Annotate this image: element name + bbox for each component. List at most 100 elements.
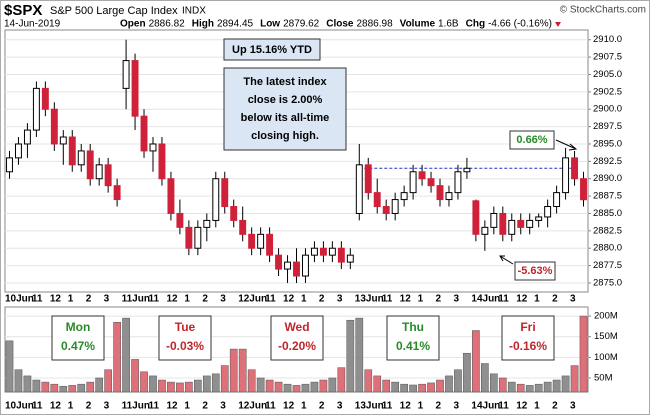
candle-body xyxy=(113,185,121,201)
y2-tick-label: 200M xyxy=(594,311,618,322)
candle-body xyxy=(472,200,480,235)
candle-body xyxy=(284,261,291,270)
day-label: Mon xyxy=(66,320,91,334)
x-tick-label: 3 xyxy=(220,294,226,305)
quote-value: 2894.45 xyxy=(217,19,254,30)
volume-bar xyxy=(552,379,561,393)
candle-body xyxy=(562,157,570,194)
volume-bar xyxy=(140,371,148,393)
volume-bar xyxy=(409,384,417,393)
x-tick-label: 2 xyxy=(552,401,558,412)
volume-bar xyxy=(489,373,498,393)
x-tick-label: 11 xyxy=(32,401,43,412)
volume-bar xyxy=(113,322,121,393)
volume-bar xyxy=(185,381,193,393)
x-tick-label: 12 xyxy=(516,401,528,412)
x-tick-label: 1 xyxy=(418,294,424,305)
y2-tick-label: 50M xyxy=(594,372,613,383)
annotation-box xyxy=(501,315,555,361)
volume-bar xyxy=(176,382,184,393)
candle-body xyxy=(463,167,471,173)
x-tick-label: 3 xyxy=(570,401,576,412)
x-tick-label: 14Jun xyxy=(471,294,500,305)
y-tick-label: 2895.0 xyxy=(593,138,622,149)
quote-label: Low xyxy=(260,19,280,30)
volume-bar xyxy=(391,381,399,393)
candle-body xyxy=(194,226,202,249)
x-tick-label: 13Jun xyxy=(355,401,384,412)
volume-bar xyxy=(346,319,355,393)
x-tick-label: 1 xyxy=(534,294,540,305)
candle-body xyxy=(418,171,426,180)
x-tick-label: 11Jun xyxy=(122,294,150,305)
candle-body xyxy=(95,164,103,180)
volume-bar xyxy=(229,348,238,393)
quote-label: Chg xyxy=(466,19,485,30)
volume-bar xyxy=(86,381,95,393)
y-tick-label: 2897.5 xyxy=(593,121,622,132)
x-tick-label: 3 xyxy=(453,294,459,305)
day-label: Fri xyxy=(520,320,535,334)
annotation-box xyxy=(223,67,347,151)
volume-bar xyxy=(202,375,211,393)
annotation-box xyxy=(158,315,212,361)
volume-bar xyxy=(319,379,328,393)
volume-bar xyxy=(472,330,480,393)
quote-label: Open xyxy=(120,19,146,30)
volume-bar xyxy=(211,373,220,393)
candle-body xyxy=(6,157,13,173)
annotation: 0.66% xyxy=(516,134,547,146)
candle-body xyxy=(50,108,58,145)
candle-body xyxy=(302,254,309,277)
y-tick-label: 2880.0 xyxy=(593,243,622,254)
candle-body xyxy=(400,192,408,201)
x-tick-label: 11Jun xyxy=(122,401,150,412)
x-tick-label: 14Jun xyxy=(471,401,500,412)
annotation-box xyxy=(270,315,324,361)
quote-value: 2879.62 xyxy=(283,19,320,30)
annotation: close is 2.00% xyxy=(248,94,323,106)
chart-title: $SPX xyxy=(4,2,42,19)
annotation: below its all-time xyxy=(241,112,330,124)
volume-bar xyxy=(337,367,346,393)
x-tick-label: 2 xyxy=(319,294,325,305)
volume-bar xyxy=(23,375,32,393)
candle-body xyxy=(248,233,256,249)
x-tick-label: 2 xyxy=(86,294,92,305)
candle-body xyxy=(41,87,49,110)
candle-body xyxy=(149,143,157,152)
volume-bar xyxy=(373,375,382,393)
volume-bar xyxy=(382,379,391,393)
x-tick-label: 1 xyxy=(184,401,190,412)
volume-bar xyxy=(516,383,525,393)
candle-body xyxy=(212,178,220,221)
annotation-box xyxy=(386,315,440,361)
candle-body xyxy=(535,216,543,221)
annotation: -5.63% xyxy=(518,265,553,277)
y-tick-label: 2902.5 xyxy=(593,86,622,97)
candle-body xyxy=(275,254,283,270)
x-tick-label: 3 xyxy=(104,294,110,305)
day-label: Thu xyxy=(402,320,424,334)
y-tick-label: 2905.0 xyxy=(593,69,622,80)
volume-bar xyxy=(32,379,41,393)
credit: © StockCharts.com xyxy=(560,5,646,16)
candle-body xyxy=(221,178,229,208)
volume-bar xyxy=(41,381,50,393)
volume-bar xyxy=(256,377,265,393)
x-tick-label: 11 xyxy=(265,401,276,412)
candle-body xyxy=(68,136,76,166)
candle-body xyxy=(230,206,238,221)
arrow xyxy=(555,139,578,151)
candle-body xyxy=(580,178,587,201)
day-change: -0.16% xyxy=(509,339,547,353)
quote-value: -4.66 (-0.16%) xyxy=(488,19,552,30)
x-tick-label: 11 xyxy=(265,294,276,305)
annotation: Up 15.16% YTD xyxy=(232,44,312,56)
volume-bar xyxy=(104,369,112,393)
candle-body xyxy=(257,233,265,249)
x-tick-label: 12 xyxy=(166,294,178,305)
x-tick-label: 11 xyxy=(32,294,43,305)
y-tick-label: 2887.5 xyxy=(593,191,622,202)
